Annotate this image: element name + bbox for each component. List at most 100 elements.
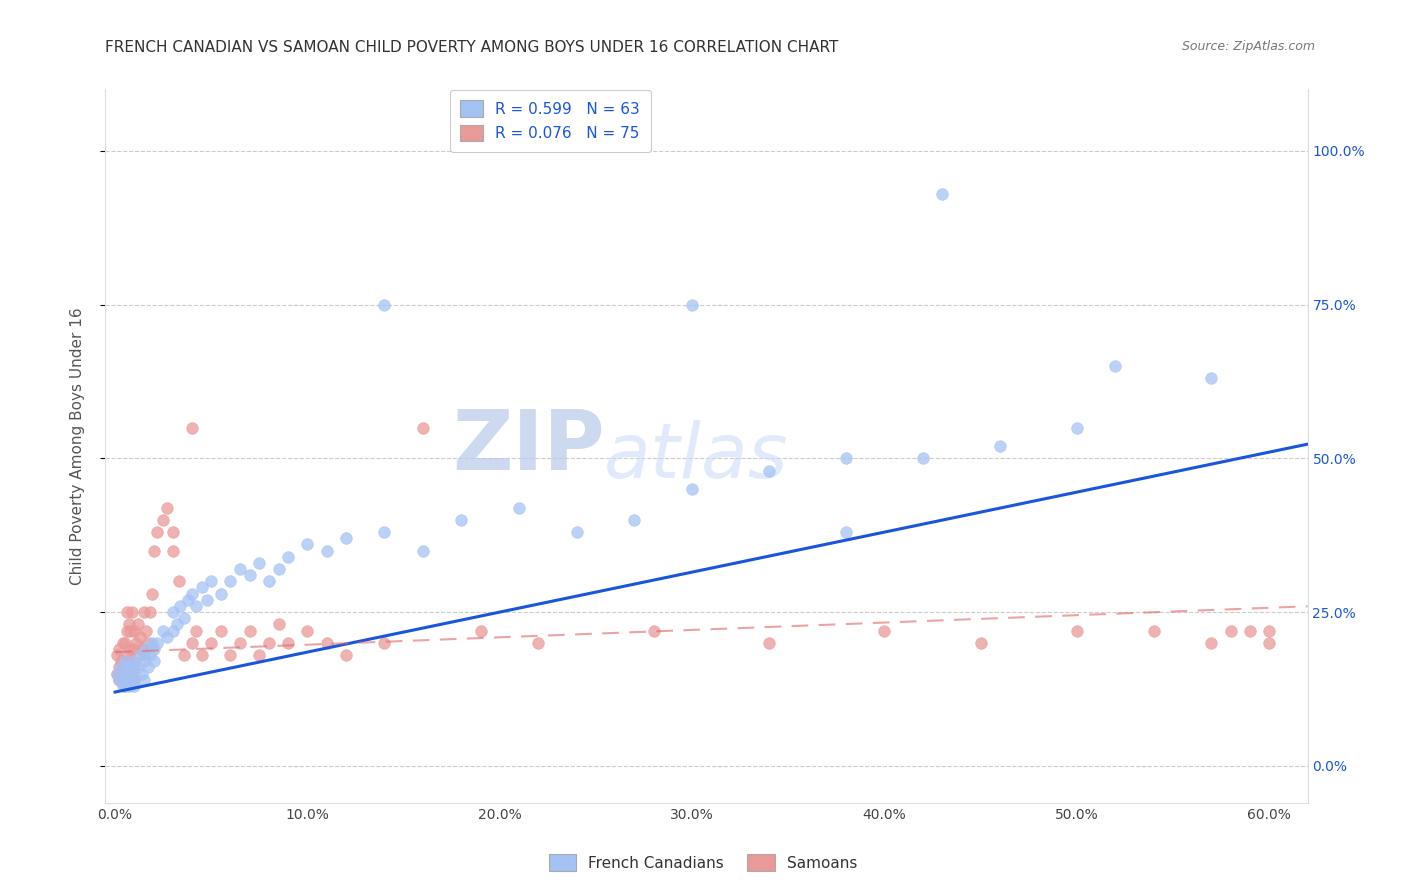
Point: [911, 451, 934, 466]
Point: [105, 666, 128, 681]
Point: [257, 574, 280, 589]
Point: [758, 464, 780, 478]
Point: [131, 666, 153, 681]
Point: [1066, 420, 1088, 434]
Point: [117, 617, 139, 632]
Point: [156, 630, 179, 644]
Point: [177, 592, 200, 607]
Point: [124, 654, 146, 668]
Point: [141, 636, 163, 650]
Point: [121, 605, 143, 619]
Point: [373, 525, 395, 540]
Point: [1201, 636, 1223, 650]
Point: [200, 636, 222, 650]
Point: [1201, 371, 1223, 385]
Point: [136, 636, 159, 650]
Point: [115, 660, 138, 674]
Point: [184, 599, 207, 613]
Point: [117, 660, 139, 674]
Point: [120, 666, 142, 681]
Point: [412, 543, 434, 558]
Point: [173, 648, 195, 662]
Point: [1143, 624, 1166, 638]
Point: [114, 666, 136, 681]
Point: [190, 648, 212, 662]
Point: [132, 605, 155, 619]
Point: [239, 568, 262, 582]
Legend: French Canadians, Samoans: French Canadians, Samoans: [543, 848, 863, 877]
Point: [132, 673, 155, 687]
Point: [108, 673, 131, 687]
Point: [135, 624, 157, 638]
Point: [124, 673, 146, 687]
Text: ZIP: ZIP: [451, 406, 605, 486]
Point: [1239, 624, 1261, 638]
Point: [114, 654, 136, 668]
Point: [247, 556, 270, 570]
Point: [297, 624, 319, 638]
Point: [142, 642, 165, 657]
Point: [120, 642, 142, 657]
Point: [1258, 624, 1281, 638]
Point: [209, 587, 232, 601]
Point: [142, 654, 165, 668]
Point: [412, 420, 434, 434]
Point: [623, 513, 645, 527]
Point: [758, 636, 780, 650]
Point: [1066, 624, 1088, 638]
Point: [141, 587, 163, 601]
Point: [108, 642, 131, 657]
Point: [335, 531, 357, 545]
Point: [565, 525, 588, 540]
Point: [162, 543, 184, 558]
Point: [166, 617, 188, 632]
Point: [162, 605, 184, 619]
Point: [114, 636, 136, 650]
Y-axis label: Child Poverty Among Boys Under 16: Child Poverty Among Boys Under 16: [70, 307, 84, 585]
Point: [200, 574, 222, 589]
Text: atlas: atlas: [605, 420, 789, 493]
Point: [108, 660, 131, 674]
Point: [124, 679, 146, 693]
Point: [115, 624, 138, 638]
Point: [138, 605, 160, 619]
Point: [931, 186, 953, 201]
Point: [190, 581, 212, 595]
Point: [197, 592, 219, 607]
Point: [124, 642, 146, 657]
Point: [156, 500, 179, 515]
Point: [219, 574, 242, 589]
Point: [184, 624, 207, 638]
Point: [267, 562, 290, 576]
Point: [120, 624, 142, 638]
Point: [450, 513, 472, 527]
Point: [373, 297, 395, 311]
Point: [835, 451, 858, 466]
Point: [115, 654, 138, 668]
Point: [105, 666, 128, 681]
Point: [152, 513, 174, 527]
Point: [129, 648, 152, 662]
Point: [835, 525, 858, 540]
Point: [114, 679, 136, 693]
Point: [209, 624, 232, 638]
Point: [132, 654, 155, 668]
Point: [117, 666, 139, 681]
Point: [135, 642, 157, 657]
Text: FRENCH CANADIAN VS SAMOAN CHILD POVERTY AMONG BOYS UNDER 16 CORRELATION CHART: FRENCH CANADIAN VS SAMOAN CHILD POVERTY …: [105, 40, 839, 55]
Point: [110, 660, 132, 674]
Point: [121, 654, 143, 668]
Point: [131, 642, 153, 657]
Point: [127, 660, 149, 674]
Point: [470, 624, 492, 638]
Point: [142, 543, 165, 558]
Point: [239, 624, 262, 638]
Point: [121, 673, 143, 687]
Point: [105, 648, 128, 662]
Point: [173, 611, 195, 625]
Point: [181, 636, 204, 650]
Point: [125, 636, 148, 650]
Point: [111, 679, 134, 693]
Point: [247, 648, 270, 662]
Point: [297, 537, 319, 551]
